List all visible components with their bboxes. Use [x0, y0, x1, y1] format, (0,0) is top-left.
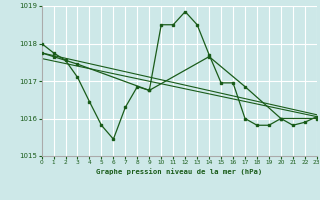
- X-axis label: Graphe pression niveau de la mer (hPa): Graphe pression niveau de la mer (hPa): [96, 168, 262, 175]
